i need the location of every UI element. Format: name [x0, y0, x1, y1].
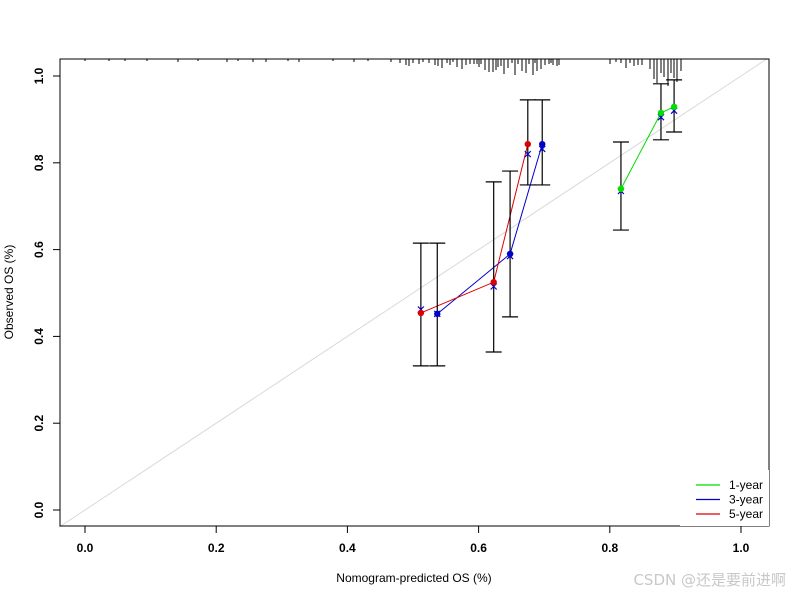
point-5-year — [490, 278, 497, 286]
legend-label-3-year: 3-year — [729, 493, 763, 507]
point-5-year — [524, 140, 531, 148]
y-tick-label: 1.0 — [32, 67, 46, 84]
point-3-year — [434, 310, 441, 318]
reference-diagonal — [58, 58, 768, 528]
point-1-year — [617, 185, 625, 193]
legend-label-5-year: 5-year — [729, 507, 763, 521]
x-axis-title: Nomogram-predicted OS (%) — [336, 571, 491, 585]
point-3-year — [506, 250, 514, 258]
point-5-year — [417, 309, 425, 317]
line-1-year — [620, 106, 675, 190]
line-3-year — [436, 143, 543, 315]
watermark: CSDN @还是要前进啊 — [633, 571, 786, 589]
x-tick-label: 0.4 — [339, 541, 356, 555]
x-tick-label: 0.0 — [77, 541, 94, 555]
point-1-year — [657, 109, 665, 117]
y-tick-label: 0.6 — [32, 241, 46, 258]
data-markers — [417, 103, 678, 318]
point-3-year — [539, 140, 546, 148]
y-tick-label: 0.8 — [32, 154, 46, 171]
rug-ticks — [84, 59, 682, 86]
x-axis: 0.0 0.2 0.4 0.6 0.8 1.0 — [77, 526, 750, 555]
x-tick-label: 0.8 — [601, 541, 618, 555]
series-lines — [420, 106, 675, 315]
error-bars — [412, 79, 683, 367]
plot-frame — [59, 58, 770, 527]
point-1-year — [670, 103, 678, 111]
y-axis: 0.0 0.2 0.4 0.6 0.8 1.0 — [32, 67, 60, 518]
legend-label-1-year: 1-year — [729, 478, 763, 492]
x-tick-label: 0.6 — [470, 541, 487, 555]
y-tick-label: 0.0 — [32, 501, 46, 518]
y-tick-label: 0.4 — [32, 328, 46, 345]
x-tick-label: 1.0 — [733, 541, 750, 555]
y-axis-title: Observed OS (%) — [2, 245, 16, 340]
x-tick-label: 0.2 — [208, 541, 225, 555]
y-tick-label: 0.2 — [32, 415, 46, 432]
